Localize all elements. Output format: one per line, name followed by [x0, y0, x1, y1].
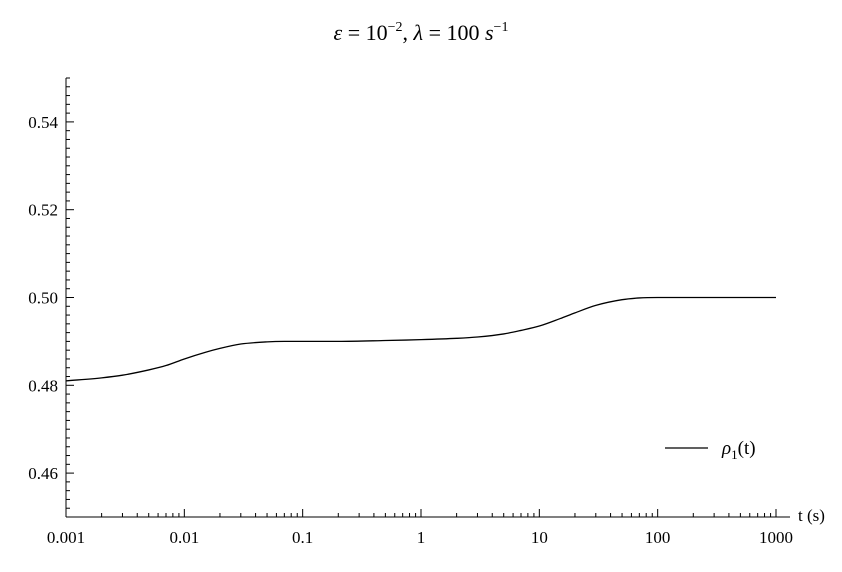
- x-tick-label: 10: [531, 528, 548, 547]
- series-line-rho1: [65, 296, 776, 382]
- y-tick-label: 0.46: [28, 464, 58, 483]
- legend-subscript: 1: [731, 447, 738, 462]
- x-tick-label: 0.1: [292, 528, 313, 547]
- title-eq: = 10: [342, 20, 387, 45]
- legend: ρ1(t): [665, 438, 756, 462]
- y-tick-label: 0.52: [28, 201, 58, 220]
- y-ticks: [66, 77, 74, 518]
- y-tick-label: 0.50: [28, 289, 58, 308]
- title-eps-exponent: −2: [388, 20, 403, 35]
- chart-title: ε = 10−2, λ = 100 s−1: [334, 20, 509, 45]
- legend-rho: ρ: [721, 438, 731, 459]
- y-tick-label: 0.54: [28, 113, 58, 132]
- title-lambda-eq: = 100: [423, 20, 485, 45]
- title-lambda: λ: [413, 20, 424, 45]
- title-unit: s: [485, 20, 494, 45]
- x-tick-label: 0.001: [47, 528, 85, 547]
- title-unit-exponent: −1: [494, 20, 509, 35]
- title-epsilon: ε: [334, 20, 343, 45]
- legend-label: ρ1(t): [721, 438, 756, 462]
- y-tick-label: 0.48: [28, 376, 58, 395]
- x-tick-label: 1: [417, 528, 426, 547]
- x-tick-label: 1000: [759, 528, 793, 547]
- x-ticks: [65, 509, 777, 517]
- x-tick-label: 0.01: [169, 528, 199, 547]
- legend-rest: (t): [738, 438, 756, 459]
- x-tick-labels: 0.001 0.01 0.1 1 10 100 1000: [47, 528, 793, 547]
- x-tick-label: 100: [645, 528, 671, 547]
- y-tick-labels: 0.46 0.48 0.50 0.52 0.54: [28, 113, 58, 483]
- x-axis-label: t (s): [798, 506, 825, 525]
- title-separator: ,: [403, 20, 414, 45]
